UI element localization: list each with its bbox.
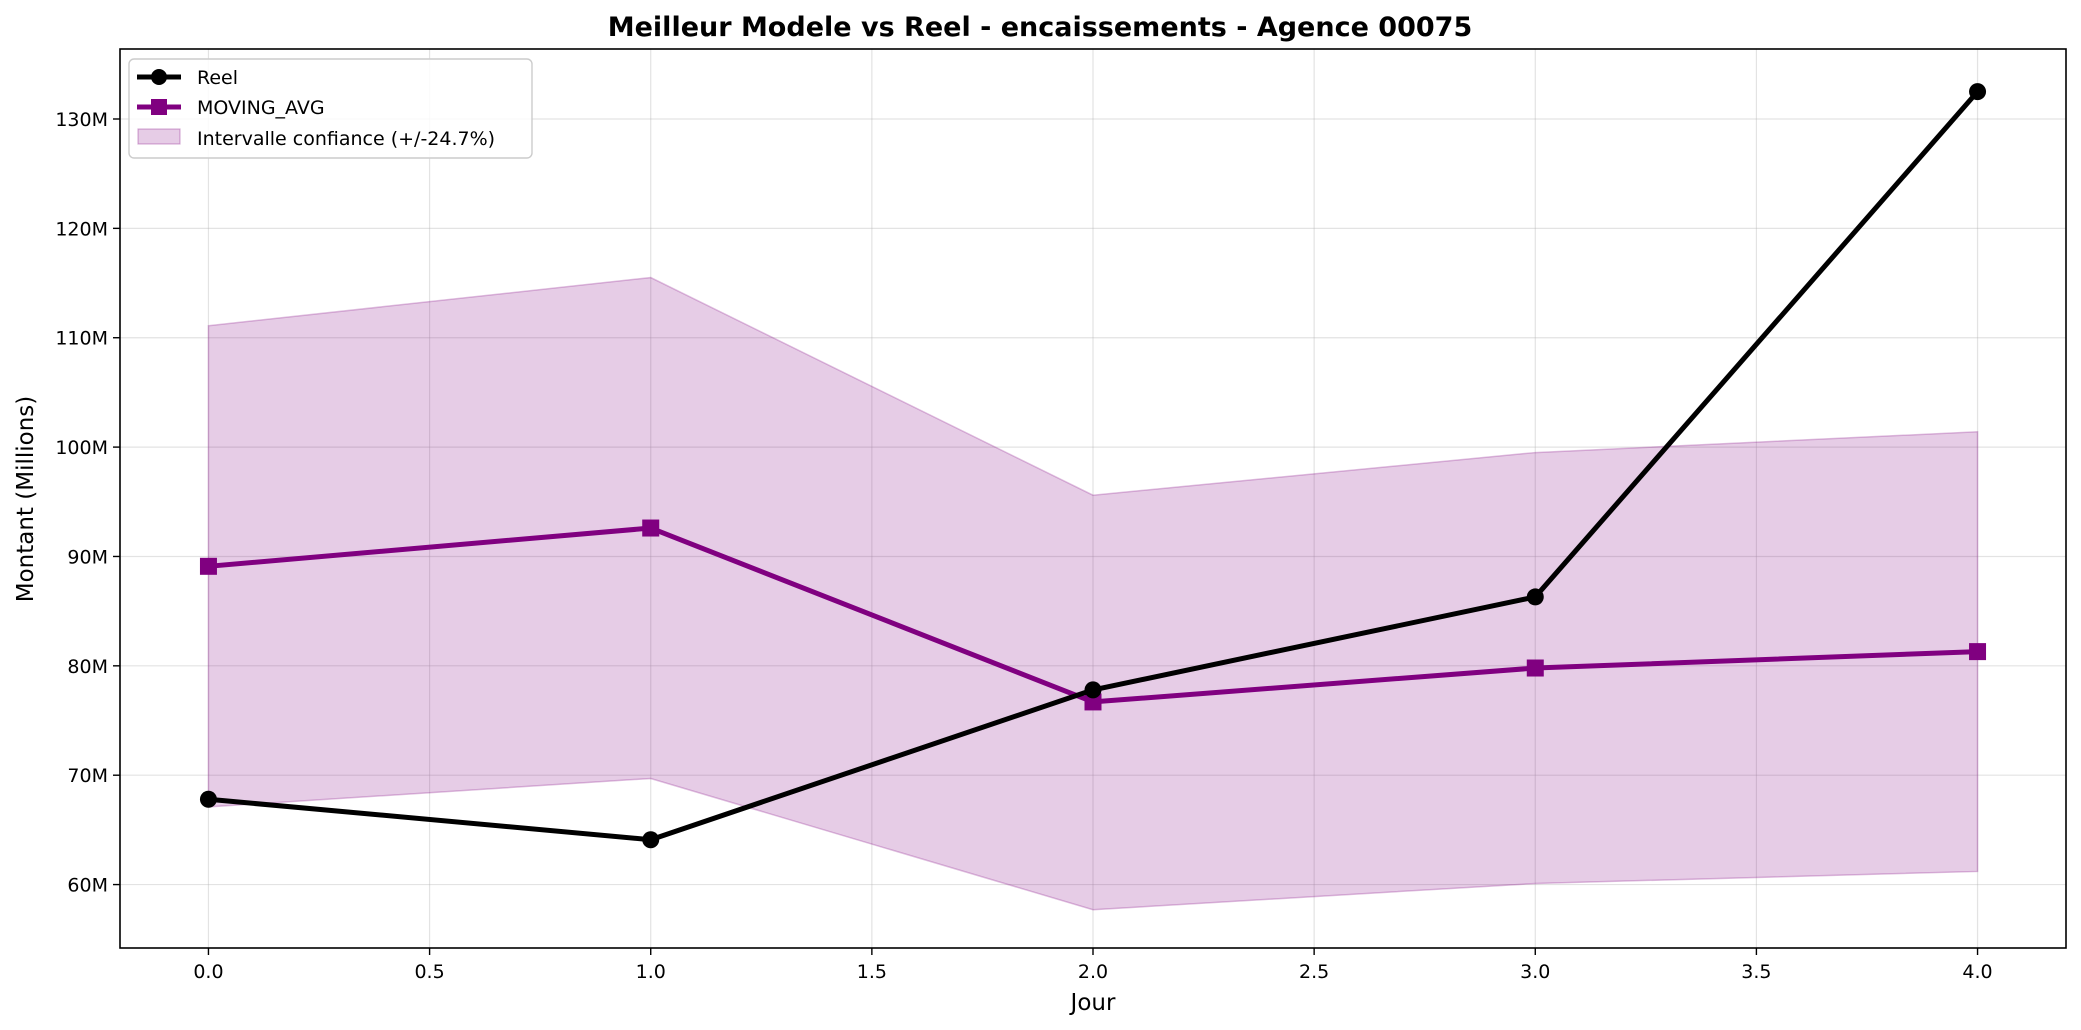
x-tick-label-4: 2.0 <box>1078 961 1108 983</box>
y-axis-label: Montant (Millions) <box>13 396 39 603</box>
series-layer <box>199 83 1987 849</box>
y-tick-label-7: 130M <box>55 109 108 131</box>
x-tick-label-6: 3.0 <box>1520 961 1550 983</box>
y-tick-label-1: 70M <box>67 765 108 787</box>
series-reel <box>199 83 1987 849</box>
y-tick-label-4: 100M <box>55 437 108 459</box>
point-1-1 <box>642 519 660 537</box>
point-0-4 <box>1969 83 1987 101</box>
x-tick-label-5: 2.5 <box>1299 961 1329 983</box>
legend-moving-avg-label: MOVING_AVG <box>197 97 325 119</box>
legend-band-swatch <box>137 128 181 145</box>
legend: Reel MOVING_AVG Intervalle confiance (+/… <box>128 58 533 159</box>
legend-reel-label: Reel <box>197 67 238 89</box>
x-tick-label-2: 1.0 <box>636 961 666 983</box>
legend-band-label: Intervalle confiance (+/-24.7%) <box>197 128 495 150</box>
point-0-0 <box>199 790 217 808</box>
x-axis-label: Jour <box>1069 990 1116 1016</box>
legend-moving-avg-marker <box>151 99 167 115</box>
y-tick-label-3: 90M <box>67 546 108 568</box>
grid <box>120 49 2066 948</box>
series-moving-avg <box>199 519 1987 711</box>
point-0-1 <box>642 831 660 849</box>
x-tick-label-8: 4.0 <box>1962 961 1992 983</box>
point-1-2 <box>1084 693 1102 711</box>
chart-title: Meilleur Modele vs Reel - encaissements … <box>608 12 1473 43</box>
point-0-3 <box>1526 588 1544 606</box>
y-axis: 60M 70M 80M 90M 100M 110M 120M 130M <box>55 109 120 897</box>
x-axis: 0.0 0.5 1.0 1.5 2.0 2.5 3.0 3.5 4.0 <box>193 948 1993 983</box>
y-tick-label-2: 80M <box>67 656 108 678</box>
confidence-band <box>207 276 1979 911</box>
point-1-3 <box>1526 659 1544 677</box>
x-tick-label-3: 1.5 <box>857 961 887 983</box>
point-0-2 <box>1084 681 1102 699</box>
legend-reel-marker <box>151 69 167 85</box>
x-tick-label-7: 3.5 <box>1741 961 1771 983</box>
x-tick-label-0: 0.0 <box>193 961 223 983</box>
legend-frame <box>128 58 533 159</box>
point-1-0 <box>199 557 217 575</box>
y-tick-label-5: 110M <box>55 328 108 350</box>
point-1-4 <box>1969 643 1987 661</box>
y-tick-label-0: 60M <box>67 875 108 897</box>
y-tick-label-6: 120M <box>55 218 108 240</box>
x-tick-label-1: 0.5 <box>414 961 444 983</box>
